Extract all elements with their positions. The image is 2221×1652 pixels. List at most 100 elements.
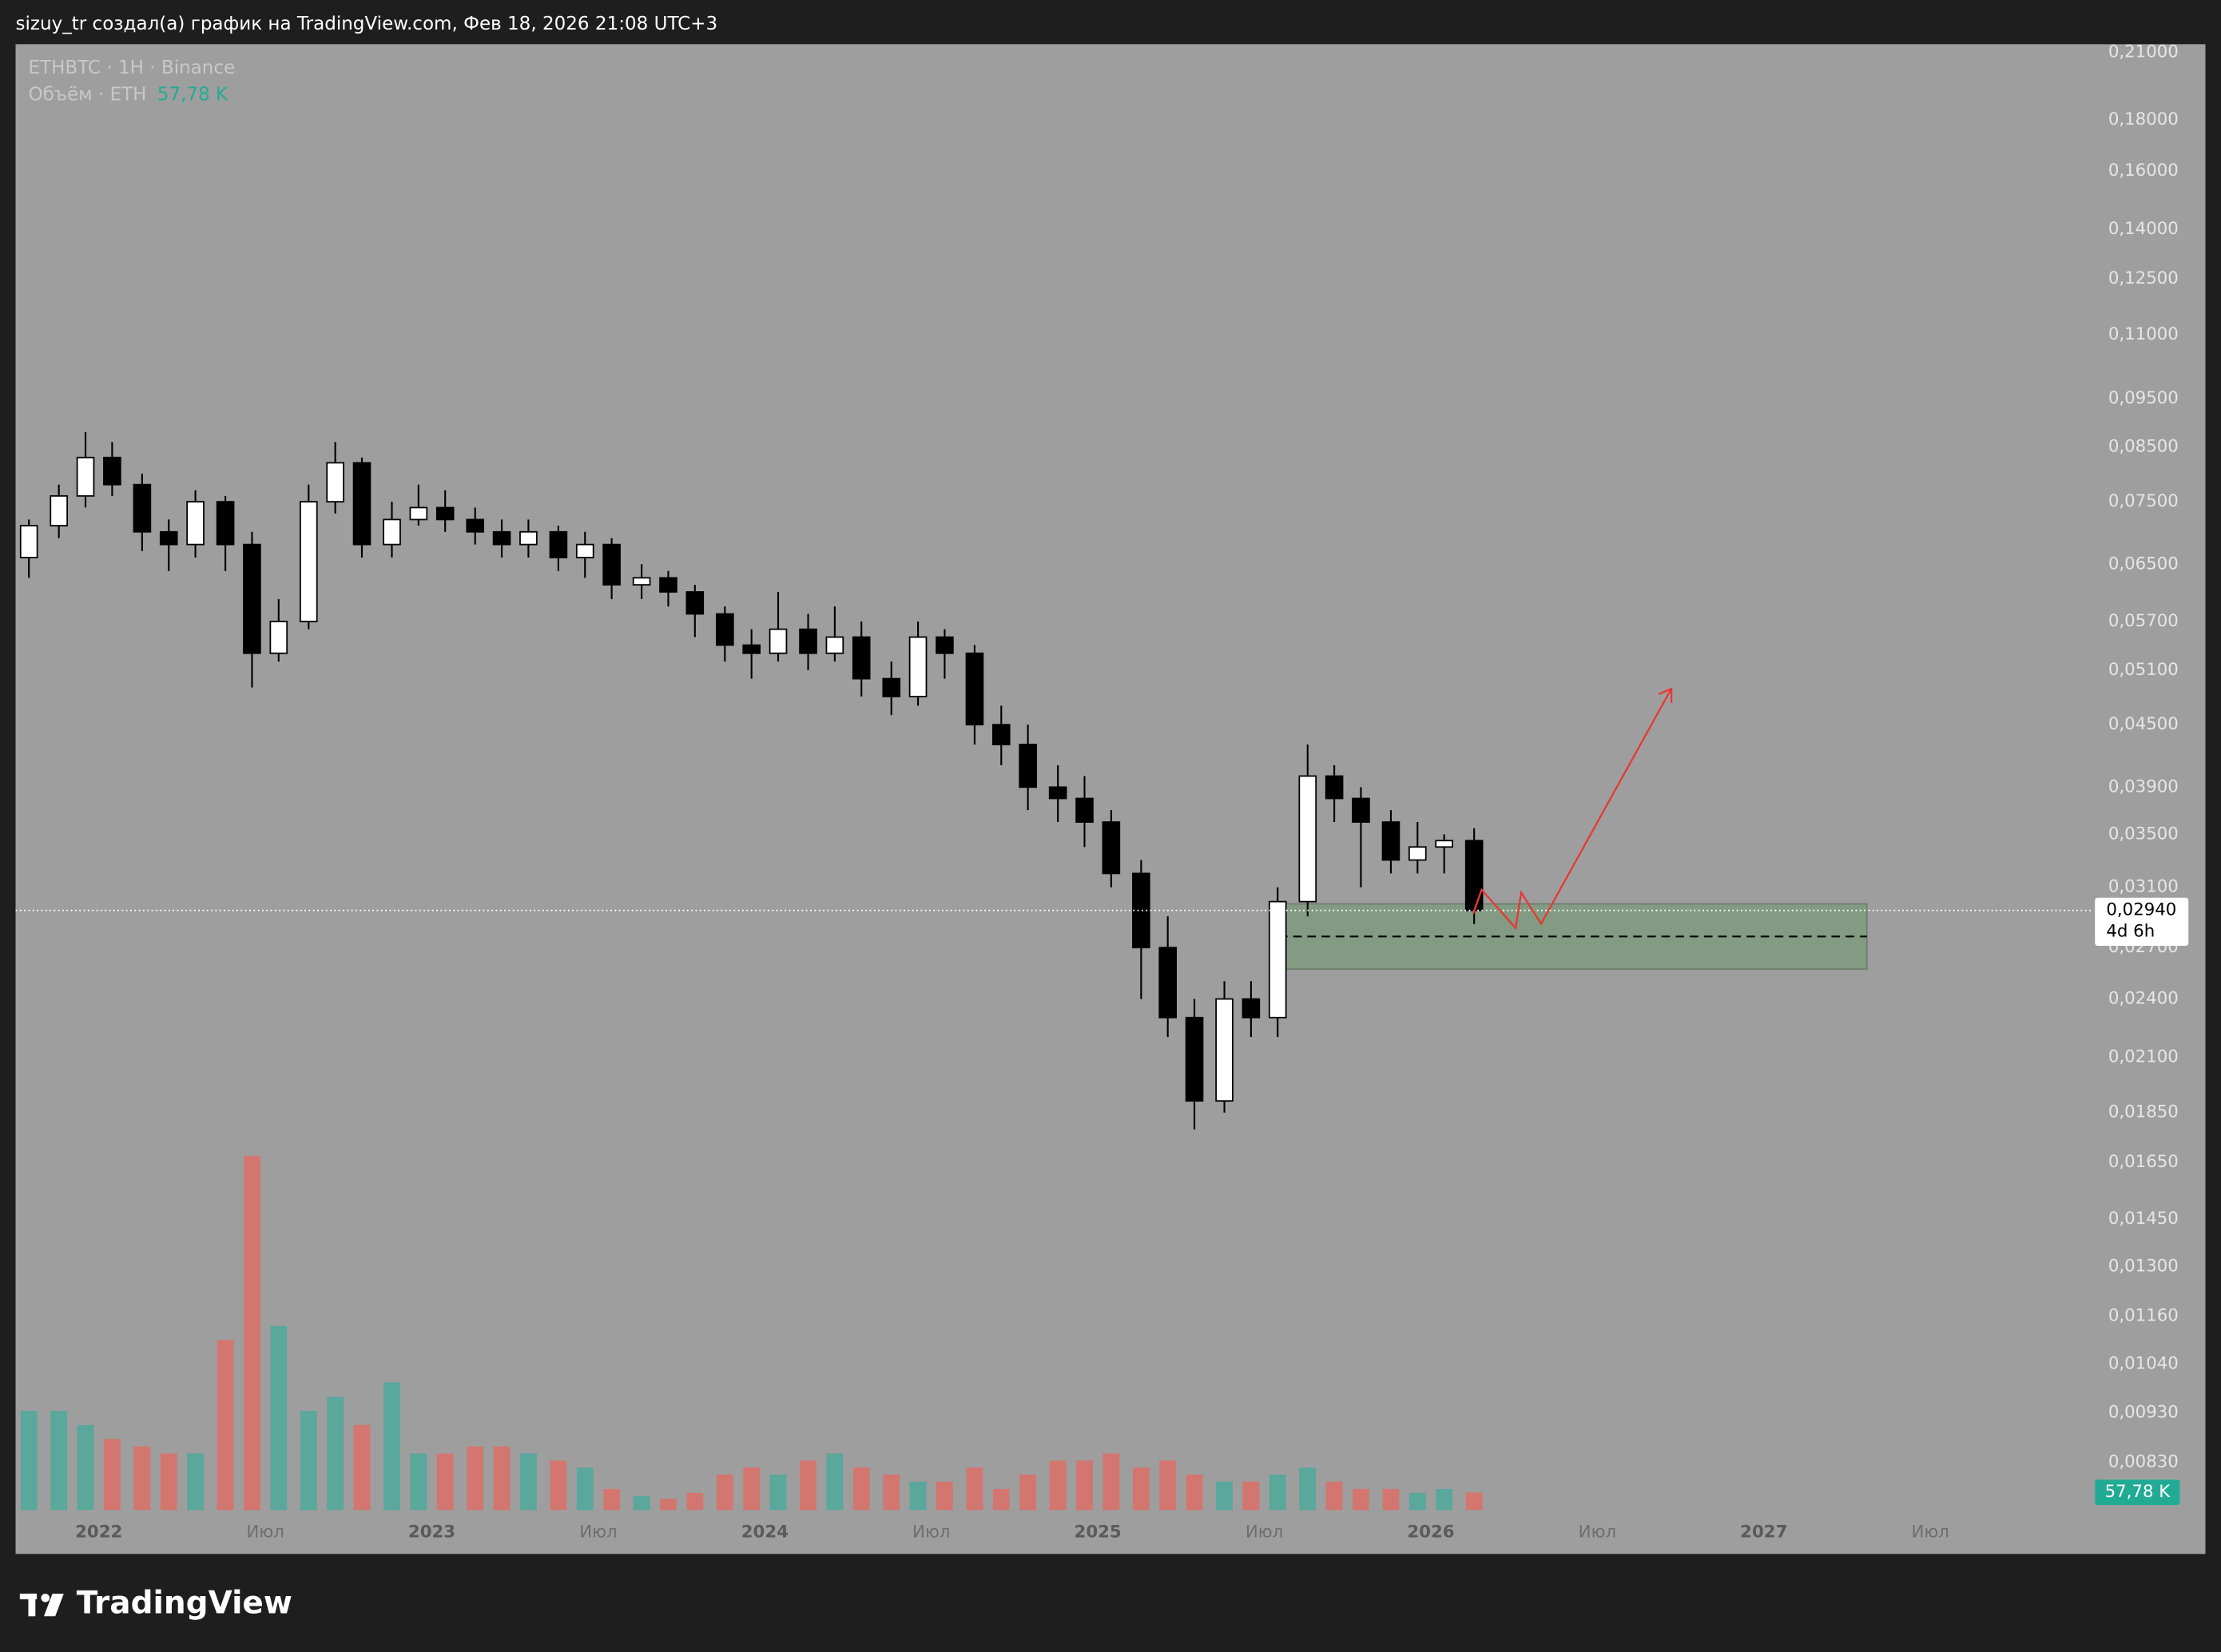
legend-volume: Объём · ETH [28,85,146,105]
candle-body [602,543,621,586]
candle-body [1298,775,1317,903]
volume-bar [1269,1474,1286,1511]
y-tick-label: 0,21000 [2108,42,2179,62]
candle-body [383,518,401,546]
candle-body [1158,947,1177,1019]
volume-bar [826,1453,844,1511]
volume-bar [519,1453,537,1511]
candle-body [882,677,901,697]
volume-bar [270,1325,288,1511]
volume-bar [1436,1488,1453,1511]
volume-bar [716,1474,733,1511]
y-tick-label: 0,00830 [2108,1452,2179,1472]
candle-body [243,543,261,654]
projection-path [1472,688,1673,931]
volume-bar [1076,1460,1093,1511]
candle-body [1325,775,1344,800]
y-tick-label: 0,08500 [2108,437,2179,457]
y-tick-label: 0,01650 [2108,1152,2179,1172]
candle-body [1408,846,1427,861]
y-tick-label: 0,03100 [2108,877,2179,897]
volume-bar [550,1460,567,1511]
candle-body [299,501,318,622]
volume-bar [467,1446,484,1511]
y-tick-label: 0,18000 [2108,109,2179,129]
volume-bar [1019,1474,1037,1511]
candle-body [825,636,844,654]
logo-part [43,1593,64,1617]
candle-body [716,613,734,646]
volume-bar [300,1411,317,1511]
y-tick-label: 0,01160 [2108,1306,2179,1326]
volume-bar [50,1411,68,1511]
y-tick-label: 0,06500 [2108,554,2179,574]
candle-body [852,636,871,680]
candle-body [19,525,38,558]
candle-body [991,724,1011,745]
last-volume-label: 57,78 K [2105,1482,2171,1502]
candle-body [269,621,288,654]
candle-body [519,530,538,546]
volume-bar [77,1424,94,1511]
candle-body [549,530,568,558]
last-volume-badge [2095,1479,2180,1506]
volume-bar [1408,1492,1426,1511]
volume-bar [800,1460,816,1511]
volume-bar [769,1474,787,1511]
candle-body [799,628,817,654]
x-tick-label: Июл [1246,1523,1283,1543]
candle-body [352,462,371,546]
volume-bar [576,1467,594,1511]
x-tick-label: 2023 [408,1523,455,1543]
candle-body [1242,998,1261,1019]
volume-bar [1325,1481,1343,1511]
candle-body [50,494,68,526]
volume-pane [20,1155,1483,1511]
y-tick-label: 0,00930 [2108,1402,2179,1422]
price-pane [19,431,1484,1130]
candle-body [435,506,455,521]
candle-body [908,636,928,697]
volume-bar [1353,1488,1369,1511]
candle-body [1464,840,1484,911]
candle-body [936,636,954,654]
y-tick-label: 0,02100 [2108,1046,2179,1066]
candle-body [575,543,594,558]
legend-symbol: ETHBTC · 1H · Binance [28,58,235,78]
candle-body [1132,872,1150,949]
candle-body [103,456,121,486]
x-tick-label: Июл [579,1523,617,1543]
x-tick-label: 2024 [741,1523,789,1543]
volume-bar [883,1474,900,1511]
y-tick-label: 0,01850 [2108,1102,2179,1122]
y-tick-label: 0,07500 [2108,491,2179,511]
y-tick-label: 0,05700 [2108,611,2179,631]
x-tick-label: Июл [246,1523,284,1543]
candle-body [1075,797,1094,823]
volume-bar [20,1411,38,1511]
candle-body [1102,821,1121,875]
x-tick-label: 2026 [1407,1523,1454,1543]
candle-body [1352,797,1370,823]
volume-bar [660,1499,677,1511]
candle-body [632,577,651,586]
candle-body [1048,786,1067,800]
volume-bar [353,1424,371,1511]
logo-part [41,1593,50,1602]
y-tick-label: 0,02400 [2108,989,2179,1009]
candle-body [1381,821,1401,861]
candle-body [159,530,178,546]
volume-bar [327,1396,344,1511]
volume-bar [852,1467,870,1511]
projection-arrowhead [1658,687,1673,703]
volume-bar [436,1453,454,1511]
volume-bar [603,1488,621,1511]
y-tick-label: 0,01450 [2108,1209,2179,1229]
volume-bar [1216,1481,1233,1511]
volume-bar [633,1495,650,1511]
volume-bar [244,1155,260,1511]
candle-body [965,652,984,726]
y-tick-label: 0,05100 [2108,660,2179,680]
x-tick-label: Июл [1579,1523,1616,1543]
